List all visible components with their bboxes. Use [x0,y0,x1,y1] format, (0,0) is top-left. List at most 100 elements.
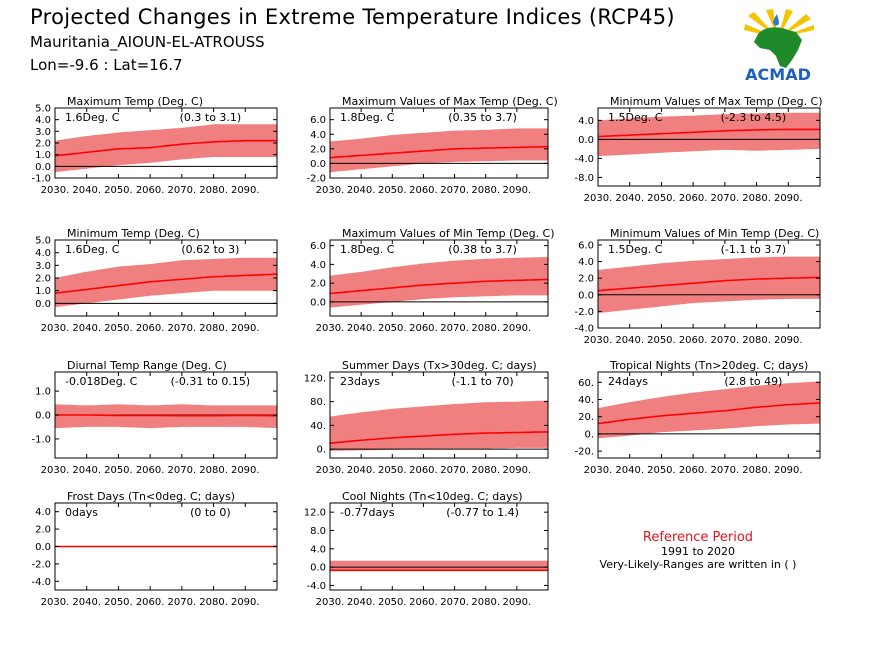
y-tick-label: -4.0 [306,581,326,592]
y-tick-label: -1.0 [31,434,51,445]
x-tick-label: 2090. [503,597,532,608]
x-tick-label: 2050. [378,597,407,608]
y-tick-label: 1.0 [35,286,51,297]
x-tick-label: 2060. [409,185,438,196]
y-tick-label: 0.0 [35,411,51,422]
y-tick-label: -4.0 [574,154,594,165]
y-tick-label: -4.0 [31,577,51,588]
chart-title: Cool Nights (Tn<10deg. C; days) [342,490,523,503]
chart-panel: -1.0 0.0 1.0 2030. 2040. 2050. 2060. 2070. 2080.… [31,359,278,476]
x-tick-label: 2090. [503,185,532,196]
y-tick-label: 4.0 [578,116,594,127]
page-title: Projected Changes in Extreme Temperature… [30,5,675,29]
y-tick-label: 20. [578,412,594,423]
x-tick-label: 2050. [104,597,133,608]
y-tick-label: -2.0 [574,307,594,318]
change-value-label: 1.5Deg. C [608,111,663,124]
x-tick-label: 2040. [615,335,644,346]
x-tick-label: 2090. [774,335,803,346]
x-tick-label: 2040. [347,185,376,196]
x-tick-label: 2070. [168,597,197,608]
range-label: (2.8 to 49) [724,375,782,388]
ensemble-mean-line [55,414,277,417]
change-value-label: 1.8Deg. C [340,243,395,256]
y-tick-label: 2.0 [35,525,51,536]
range-label: (0.62 to 3) [181,243,239,256]
y-tick-label: -8.0 [574,173,594,184]
x-tick-label: 2090. [231,323,260,334]
y-tick-label: 6.0 [578,240,594,251]
x-tick-label: 2030. [584,193,613,204]
x-tick-label: 2040. [347,323,376,334]
x-tick-label: 2070. [440,465,469,476]
change-value-label: 1.8Deg. C [340,111,395,124]
chart-title: Minimum Values of Max Temp (Deg. C) [610,95,823,108]
x-tick-label: 2070. [711,335,740,346]
x-tick-label: 2090. [503,465,532,476]
likely-range-band [55,257,277,308]
x-tick-label: 2070. [711,465,740,476]
chart-panel: -4.0 -2.0 0.0 2.0 4.0 2030. 2040. 2050. 2060. 207… [31,490,278,608]
chart-panel: -4.0 0.0 4.0 8.0 12.0 2030. 2040. 2050. 2060. 207… [304,490,549,608]
x-tick-label: 2030. [316,323,345,334]
x-tick-label: 2030. [316,465,345,476]
range-label: (-2.3 to 4.5) [721,111,787,124]
plot-frame [329,107,549,179]
x-tick-label: 2080. [199,465,228,476]
x-tick-label: 2050. [378,185,407,196]
water-drop-icon [773,14,779,26]
x-tick-label: 2060. [679,193,708,204]
chart-panel: -4.0 -2.0 0.0 2.0 4.0 6.0 2030. 2040. 2050. 2060.… [574,227,821,346]
x-tick-label: 2030. [41,597,70,608]
y-tick-label: 80. [310,397,326,408]
y-tick-label: 1.0 [35,150,51,161]
x-tick-label: 2060. [136,465,165,476]
x-tick-label: 2030. [316,597,345,608]
y-tick-label: 4.0 [578,257,594,268]
x-tick-label: 2060. [136,185,165,196]
chart-panel: 0. 40. 80. 120. 2030. 2040. 2050. 2060. 2070. 208… [304,359,549,476]
x-tick-label: 2070. [440,185,469,196]
range-label: (-1.1 to 70) [452,375,514,388]
x-tick-label: 2080. [471,465,500,476]
x-tick-label: 2030. [41,323,70,334]
x-tick-label: 2040. [72,185,101,196]
y-tick-label: 4.0 [310,544,326,555]
y-tick-label: 0.0 [578,135,594,146]
range-label: (0.3 to 3.1) [180,111,242,124]
likely-range-band [55,124,277,173]
plot-frame [597,371,821,459]
africa-map-icon [754,27,802,69]
change-value-label: 1.6Deg. C [65,111,120,124]
y-tick-label: -20. [574,447,594,458]
station-location: Lon=-9.6 : Lat=16.7 [30,56,183,74]
x-tick-label: 2090. [231,597,260,608]
chart-title: Tropical Nights (Tn>20deg. C; days) [609,359,808,372]
y-tick-label: 3.0 [35,261,51,272]
x-tick-label: 2050. [647,335,676,346]
chart-title: Maximum Temp (Deg. C) [67,95,203,108]
ensemble-mean-line [597,402,821,425]
x-tick-label: 2080. [742,193,771,204]
x-tick-label: 2040. [72,323,101,334]
x-tick-label: 2060. [136,323,165,334]
y-tick-label: 0. [584,429,594,440]
y-tick-label: 60. [578,378,594,389]
y-tick-label: 1.0 [35,387,51,398]
ensemble-mean-line [54,273,278,294]
x-tick-label: 2060. [136,597,165,608]
y-tick-label: 12.0 [304,508,326,519]
likely-range-band [330,560,548,571]
x-tick-label: 2070. [168,465,197,476]
range-label: (0.38 to 3.7) [448,243,517,256]
y-tick-label: 4.0 [310,260,326,271]
x-tick-label: 2090. [774,465,803,476]
x-tick-label: 2050. [647,465,676,476]
acmad-logo: ACMAD [744,9,814,84]
x-tick-label: 2050. [647,193,676,204]
y-tick-label: 2.0 [310,279,326,290]
change-value-label: 0days [65,506,98,519]
y-tick-label: 0.0 [35,542,51,553]
